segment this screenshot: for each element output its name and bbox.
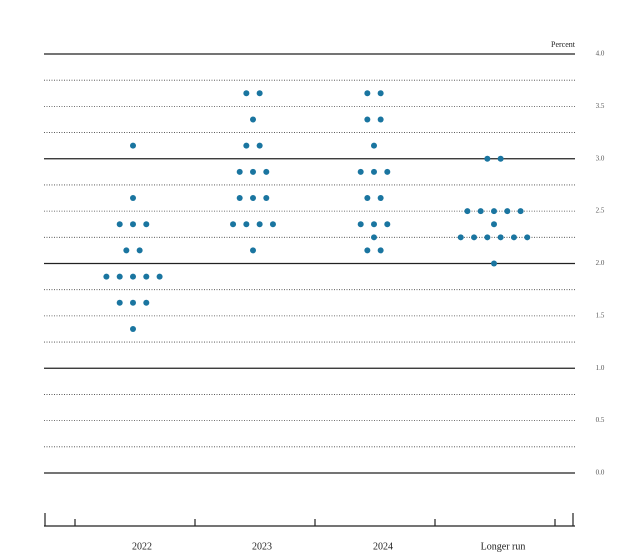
- dot: [269, 221, 276, 228]
- y-tick-label: 3.5: [596, 102, 605, 110]
- y-tick-label: 1.5: [596, 311, 605, 319]
- y-tick-label: 4.0: [596, 50, 605, 58]
- dot: [497, 234, 504, 241]
- y-tick-label: 3.0: [596, 154, 605, 162]
- dot: [256, 90, 263, 97]
- dot: [371, 221, 377, 228]
- dot: [457, 234, 464, 241]
- dot: [243, 142, 250, 149]
- dot: [517, 208, 524, 215]
- dot: [130, 142, 136, 149]
- dot: [130, 221, 136, 228]
- dot: [143, 299, 150, 306]
- dot: [250, 168, 256, 175]
- dot: [263, 168, 270, 175]
- x-tick-label: 2024: [373, 541, 393, 552]
- dot: [377, 247, 384, 254]
- dot: [250, 195, 256, 202]
- y-tick-label: 2.0: [596, 259, 605, 267]
- dot: [143, 273, 150, 280]
- dot: [136, 247, 143, 254]
- y-tick-label: 2.5: [596, 207, 605, 215]
- dot: [123, 247, 130, 254]
- dot: [491, 221, 497, 228]
- x-tick-label: Longer run: [481, 541, 526, 552]
- dot: [116, 221, 123, 228]
- dot: [130, 195, 136, 202]
- dot: [377, 116, 384, 123]
- dot: [236, 168, 243, 175]
- dot: [491, 208, 497, 215]
- dot: [243, 90, 250, 97]
- dot: [116, 299, 123, 306]
- dot: [116, 273, 123, 280]
- dot: [364, 247, 371, 254]
- dot: [377, 195, 384, 202]
- dot: [364, 195, 371, 202]
- dot: [364, 116, 371, 123]
- dot: [364, 90, 371, 97]
- dot: [103, 273, 110, 280]
- dot: [243, 221, 250, 228]
- dot: [384, 221, 391, 228]
- dot: [357, 168, 364, 175]
- x-tick-label: 2023: [252, 541, 272, 552]
- dot: [130, 299, 136, 306]
- dot: [256, 142, 263, 149]
- dot: [464, 208, 471, 215]
- dot: [236, 195, 243, 202]
- dot: [510, 234, 517, 241]
- dot: [156, 273, 163, 280]
- dot: [384, 168, 391, 175]
- dot: [250, 116, 256, 123]
- dot: [256, 221, 263, 228]
- dot: [130, 325, 136, 332]
- x-axis: [44, 513, 575, 527]
- dot: [477, 208, 484, 215]
- dot: [250, 247, 256, 254]
- dot: [130, 273, 136, 280]
- dot: [491, 260, 497, 267]
- dot: [263, 195, 270, 202]
- dot: [504, 208, 511, 215]
- dot: [524, 234, 531, 241]
- y-tick-label: 0.0: [596, 469, 605, 477]
- dot: [371, 142, 377, 149]
- y-tick-label: 1.0: [596, 364, 605, 372]
- y-tick-label: 0.5: [596, 416, 605, 424]
- y-axis-label: Percent: [551, 40, 576, 49]
- dot: [230, 221, 237, 228]
- dot: [371, 234, 377, 241]
- dot: [484, 155, 491, 162]
- dot: [484, 234, 491, 241]
- x-tick-label: 2022: [132, 541, 152, 552]
- dot: [377, 90, 384, 97]
- dot: [371, 168, 377, 175]
- dot: [357, 221, 364, 228]
- dot: [471, 234, 478, 241]
- dot: [143, 221, 150, 228]
- dot: [497, 155, 504, 162]
